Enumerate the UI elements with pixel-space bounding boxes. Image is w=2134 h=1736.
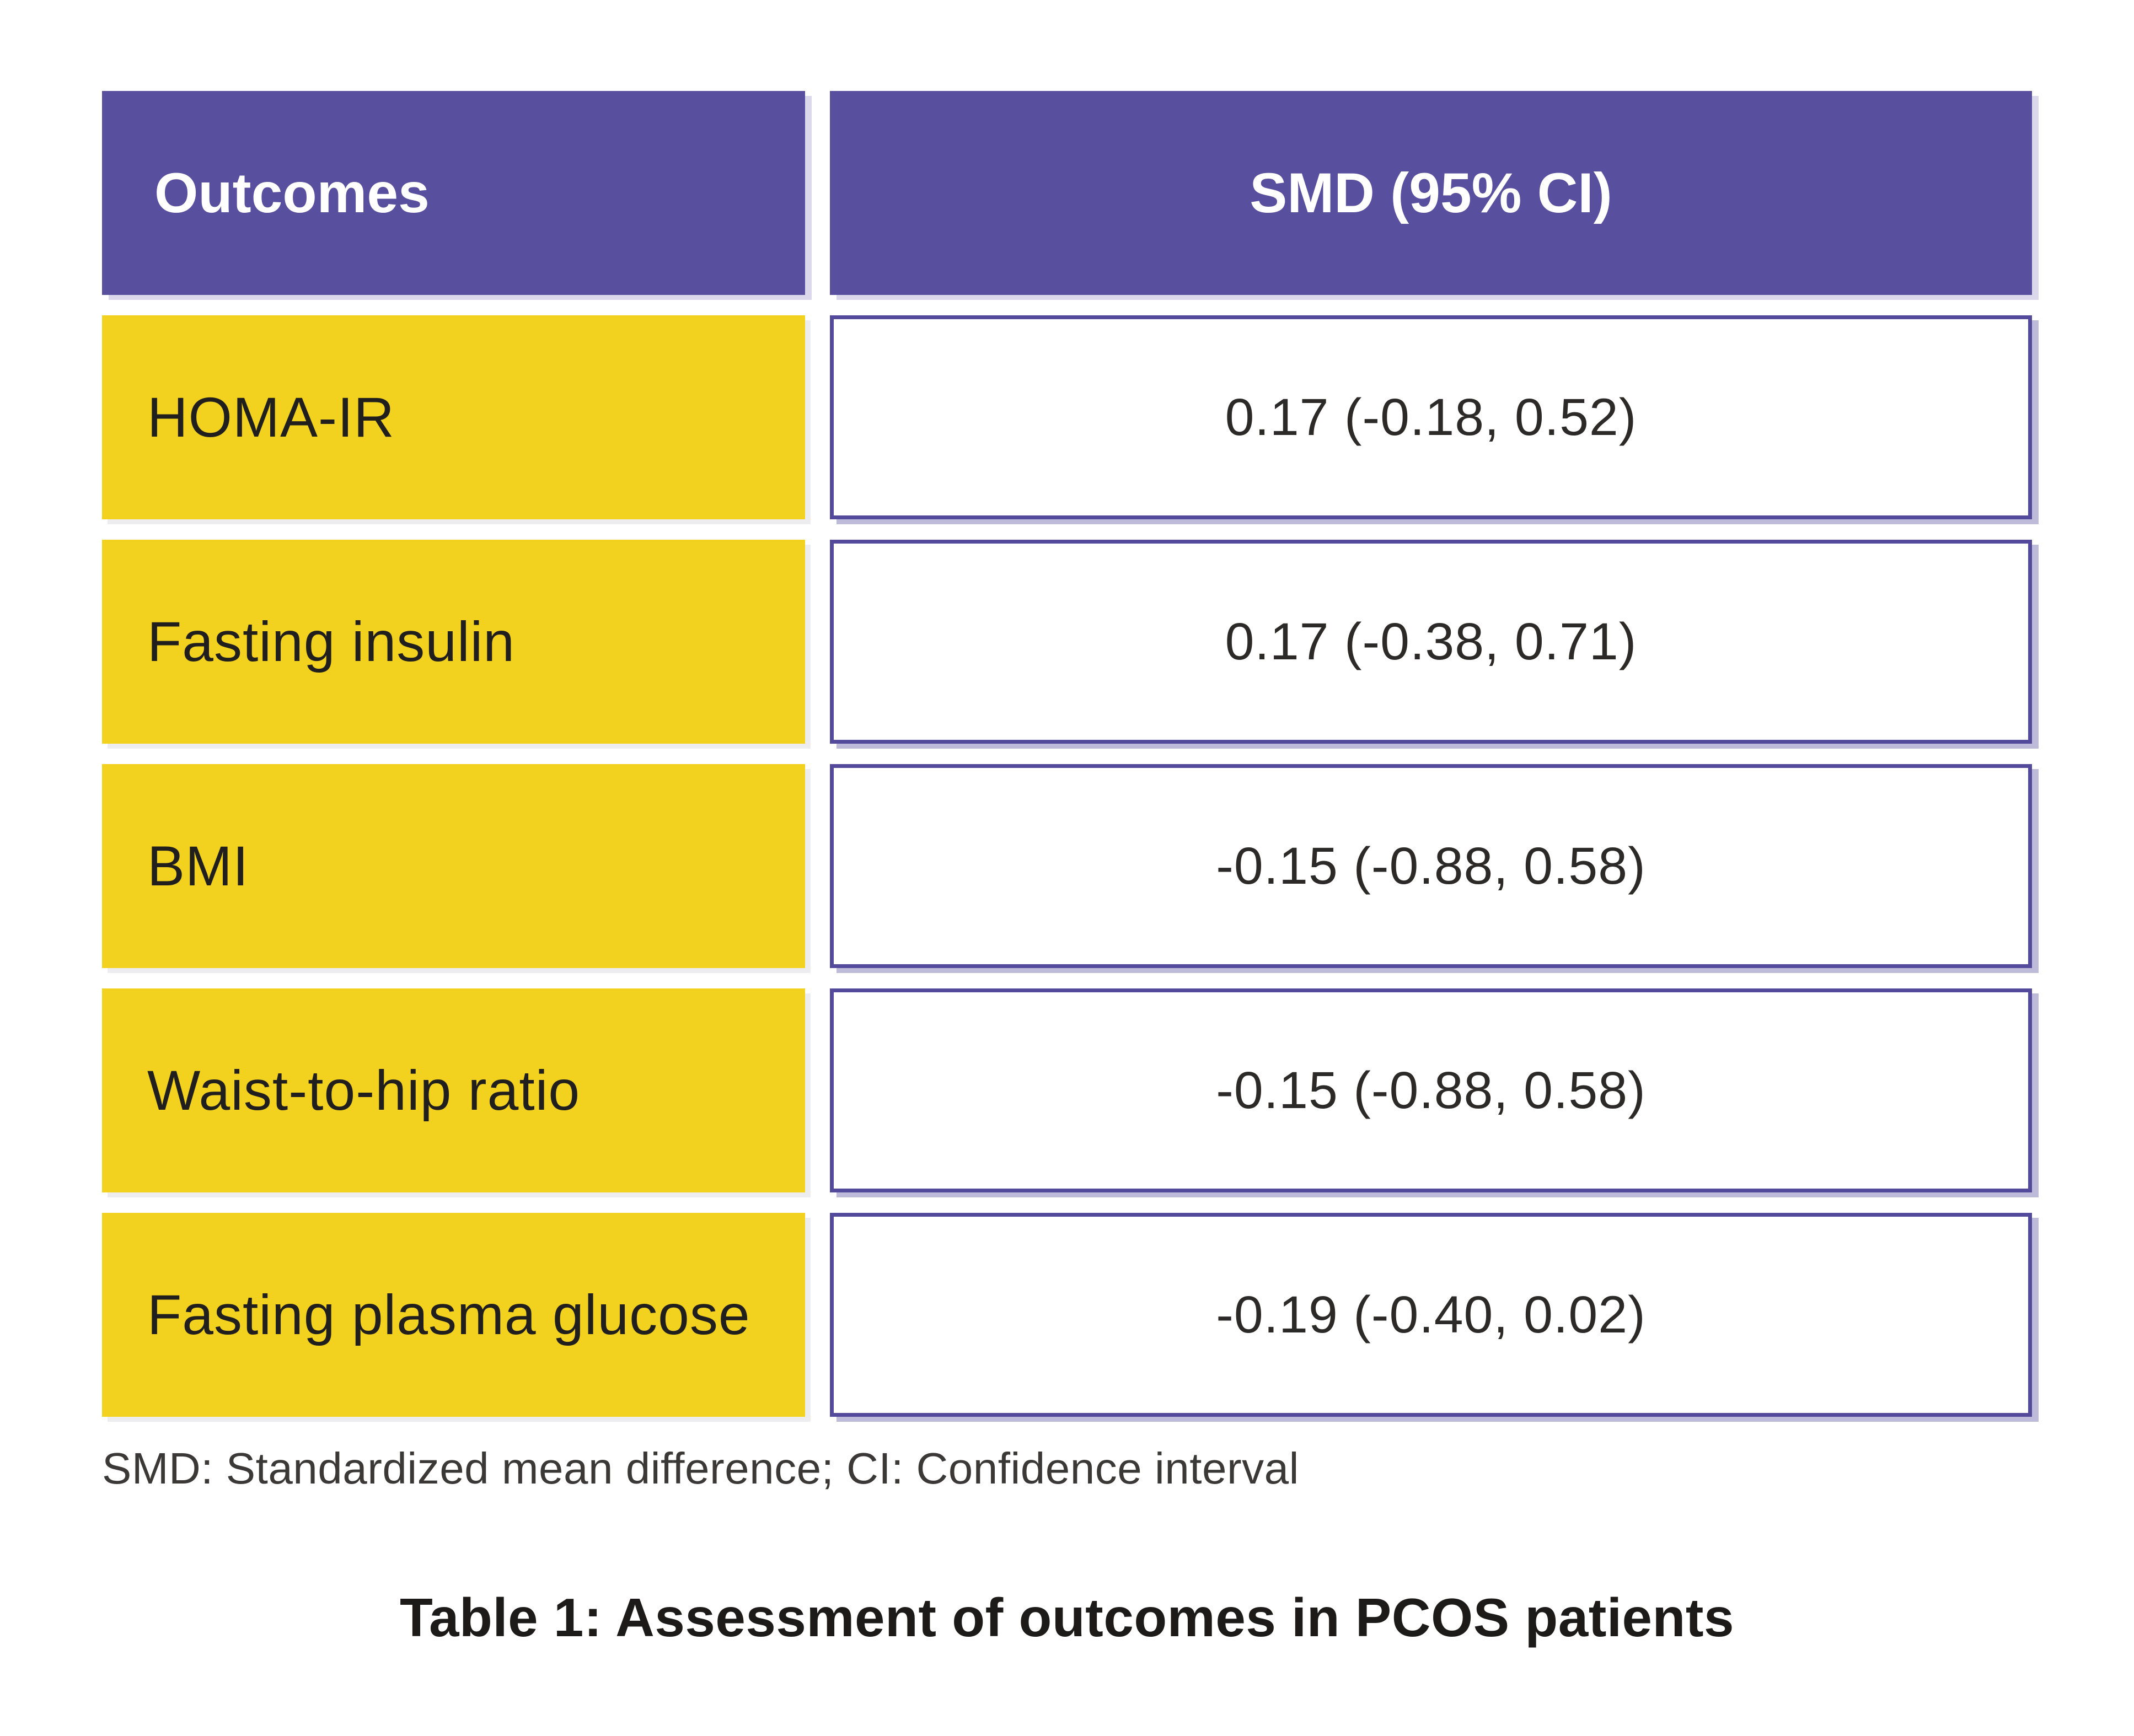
outcome-label: Waist-to-hip ratio [147, 1058, 581, 1122]
header-outcomes-label: Outcomes [154, 161, 430, 224]
table-row: BMI -0.15 (-0.88, 0.58) [102, 764, 2032, 968]
outcome-cell-homa-ir: HOMA-IR [102, 315, 805, 519]
outcome-cell-fasting-insulin: Fasting insulin [102, 540, 805, 744]
outcome-label: BMI [147, 834, 249, 897]
smd-cell-bmi: -0.15 (-0.88, 0.58) [830, 764, 2032, 968]
smd-value: 0.17 (-0.38, 0.71) [1225, 612, 1637, 671]
table-row: Fasting plasma glucose -0.19 (-0.40, 0.0… [102, 1213, 2032, 1417]
smd-value: -0.19 (-0.40, 0.02) [1216, 1285, 1646, 1344]
outcome-cell-waist-to-hip-ratio: Waist-to-hip ratio [102, 988, 805, 1192]
smd-value: 0.17 (-0.18, 0.52) [1225, 388, 1637, 447]
outcome-label: Fasting insulin [147, 610, 515, 673]
outcome-cell-fasting-plasma-glucose: Fasting plasma glucose [102, 1213, 805, 1417]
table-caption: Table 1: Assessment of outcomes in PCOS … [399, 1587, 1735, 1648]
smd-cell-fasting-plasma-glucose: -0.19 (-0.40, 0.02) [830, 1213, 2032, 1417]
table-row: HOMA-IR 0.17 (-0.18, 0.52) [102, 315, 2032, 519]
header-cell-smd: SMD (95% CI) [830, 91, 2032, 295]
smd-cell-homa-ir: 0.17 (-0.18, 0.52) [830, 315, 2032, 519]
table-header-row: Outcomes SMD (95% CI) [102, 91, 2032, 295]
smd-cell-waist-to-hip-ratio: -0.15 (-0.88, 0.58) [830, 988, 2032, 1192]
header-smd-label: SMD (95% CI) [1250, 161, 1612, 224]
outcome-cell-bmi: BMI [102, 764, 805, 968]
table-footnote: SMD: Standardized mean difference; CI: C… [102, 1444, 1299, 1493]
smd-cell-fasting-insulin: 0.17 (-0.38, 0.71) [830, 540, 2032, 744]
outcome-label: HOMA-IR [147, 385, 395, 449]
table-row: Fasting insulin 0.17 (-0.38, 0.71) [102, 540, 2032, 744]
outcome-label: Fasting plasma glucose [147, 1283, 750, 1346]
header-cell-outcomes: Outcomes [102, 91, 805, 295]
smd-value: -0.15 (-0.88, 0.58) [1216, 1061, 1646, 1120]
outcomes-table: Outcomes SMD (95% CI) HOMA-IR 0.17 (-0.1… [102, 91, 2032, 1417]
table-row: Waist-to-hip ratio -0.15 (-0.88, 0.58) [102, 988, 2032, 1192]
smd-value: -0.15 (-0.88, 0.58) [1216, 836, 1646, 895]
